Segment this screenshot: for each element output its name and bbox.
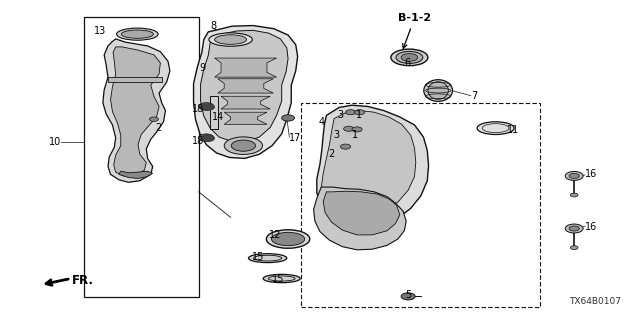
Text: 12: 12 bbox=[269, 230, 282, 240]
Circle shape bbox=[401, 293, 415, 300]
Polygon shape bbox=[214, 58, 276, 77]
Bar bbox=[84, 17, 198, 297]
Polygon shape bbox=[210, 96, 218, 129]
Circle shape bbox=[202, 104, 214, 110]
Ellipse shape bbox=[209, 33, 252, 46]
Polygon shape bbox=[323, 191, 400, 235]
Circle shape bbox=[569, 173, 579, 179]
Circle shape bbox=[570, 193, 578, 197]
Circle shape bbox=[352, 127, 362, 132]
Circle shape bbox=[569, 226, 579, 231]
Text: 17: 17 bbox=[289, 133, 301, 143]
Text: 4: 4 bbox=[318, 117, 324, 127]
Text: 8: 8 bbox=[211, 21, 216, 31]
Polygon shape bbox=[200, 30, 288, 141]
Ellipse shape bbox=[477, 122, 514, 134]
Ellipse shape bbox=[214, 35, 246, 44]
Circle shape bbox=[565, 224, 583, 233]
Polygon shape bbox=[103, 39, 170, 182]
Polygon shape bbox=[218, 79, 273, 93]
Text: 1: 1 bbox=[352, 130, 358, 140]
Text: 15: 15 bbox=[252, 252, 264, 262]
Text: 6: 6 bbox=[404, 58, 411, 68]
Ellipse shape bbox=[271, 232, 305, 246]
Ellipse shape bbox=[248, 254, 287, 263]
Polygon shape bbox=[321, 111, 416, 216]
Polygon shape bbox=[119, 171, 153, 179]
Polygon shape bbox=[193, 26, 298, 158]
Circle shape bbox=[150, 117, 159, 122]
Text: 1: 1 bbox=[356, 110, 362, 120]
Ellipse shape bbox=[116, 28, 158, 40]
Text: FR.: FR. bbox=[72, 274, 94, 287]
Ellipse shape bbox=[266, 230, 310, 248]
Ellipse shape bbox=[391, 49, 428, 66]
Ellipse shape bbox=[401, 53, 418, 61]
Bar bbox=[301, 103, 540, 307]
Text: 10: 10 bbox=[49, 138, 61, 148]
Ellipse shape bbox=[263, 274, 300, 283]
Ellipse shape bbox=[396, 51, 423, 63]
Ellipse shape bbox=[424, 80, 452, 101]
Polygon shape bbox=[221, 96, 270, 109]
Circle shape bbox=[198, 103, 214, 110]
Polygon shape bbox=[314, 187, 406, 250]
Polygon shape bbox=[224, 112, 267, 124]
Circle shape bbox=[346, 110, 356, 115]
Text: 2: 2 bbox=[156, 123, 161, 133]
Text: 13: 13 bbox=[94, 26, 106, 36]
Text: TX64B0107: TX64B0107 bbox=[568, 297, 621, 306]
Text: 5: 5 bbox=[405, 291, 412, 300]
Circle shape bbox=[355, 110, 365, 115]
Polygon shape bbox=[111, 47, 161, 176]
Text: 15: 15 bbox=[272, 275, 285, 284]
Text: 3: 3 bbox=[337, 110, 343, 120]
Text: 9: 9 bbox=[199, 63, 205, 73]
Polygon shape bbox=[108, 77, 162, 82]
Polygon shape bbox=[317, 105, 429, 225]
Text: 18: 18 bbox=[191, 104, 204, 114]
Circle shape bbox=[282, 115, 294, 121]
Text: 11: 11 bbox=[506, 125, 519, 135]
Text: 3: 3 bbox=[333, 130, 339, 140]
Circle shape bbox=[340, 144, 351, 149]
Ellipse shape bbox=[224, 137, 262, 155]
Ellipse shape bbox=[231, 140, 255, 151]
Text: 7: 7 bbox=[470, 91, 477, 101]
Text: 16: 16 bbox=[585, 222, 597, 232]
Circle shape bbox=[565, 172, 583, 180]
Text: B-1-2: B-1-2 bbox=[398, 13, 431, 48]
Circle shape bbox=[198, 134, 214, 141]
Text: 16: 16 bbox=[585, 169, 597, 179]
Text: 14: 14 bbox=[212, 112, 224, 122]
Text: 2: 2 bbox=[328, 148, 335, 159]
Ellipse shape bbox=[428, 82, 449, 99]
Circle shape bbox=[202, 135, 214, 141]
Circle shape bbox=[344, 126, 354, 131]
Ellipse shape bbox=[122, 30, 154, 38]
Circle shape bbox=[570, 246, 578, 250]
Text: 18: 18 bbox=[191, 136, 204, 146]
